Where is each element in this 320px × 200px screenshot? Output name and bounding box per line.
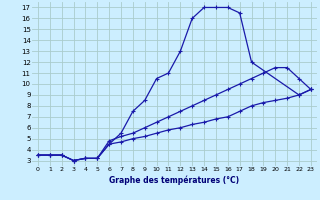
X-axis label: Graphe des températures (°C): Graphe des températures (°C) xyxy=(109,175,239,185)
